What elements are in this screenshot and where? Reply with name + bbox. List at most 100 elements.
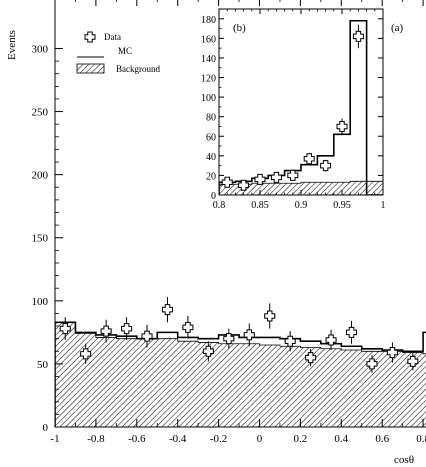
data-marker [243, 329, 255, 341]
data-marker [284, 335, 296, 347]
main-data-point [284, 331, 296, 352]
data-marker [305, 352, 317, 364]
inset-background-bar [317, 182, 334, 195]
main-background-bar [198, 342, 219, 427]
main-data-point [366, 355, 378, 373]
main-background-bar [279, 346, 301, 427]
data-marker [352, 30, 364, 42]
inset-data-point [238, 179, 250, 191]
inset-data-point [352, 24, 364, 49]
inset-y-tick-label: 20 [206, 171, 216, 182]
main-background-bar [95, 337, 117, 427]
main-data-point [120, 317, 133, 340]
main-y-axis-title: Events [6, 30, 18, 60]
main-background-bar [75, 333, 96, 427]
inset-background-bar [366, 181, 383, 195]
legend-mc-label: MC [118, 46, 132, 56]
inset-y-tick-label: 60 [206, 132, 216, 143]
main-data-point [243, 323, 255, 347]
inset-data-point [320, 159, 332, 172]
main-data-point [386, 342, 399, 363]
inset-x-tick-label: 1 [381, 200, 386, 211]
main-y-tick-label: 100 [32, 296, 49, 308]
main-background-bar [136, 338, 158, 427]
main-x-tick-label: -0.2 [210, 433, 227, 445]
main-background-bar [239, 343, 260, 427]
main-data-point [407, 352, 419, 371]
main-background-bar [177, 341, 199, 427]
data-marker [287, 169, 299, 181]
main-x-tick-label: 0.8 [416, 433, 426, 445]
inset-background-bar [251, 183, 269, 195]
inset-background-outline [219, 180, 383, 185]
data-marker [270, 171, 282, 183]
main-mc-line [55, 321, 426, 427]
main-data-point [202, 341, 214, 362]
main-background-bar [116, 338, 137, 427]
main-background-bar [259, 344, 280, 427]
main-data-point [223, 328, 235, 349]
data-marker [320, 160, 332, 172]
data-marker [407, 355, 419, 367]
data-marker [121, 323, 133, 335]
legend: Data MC Background [76, 31, 160, 74]
main-background-bar [361, 351, 383, 427]
legend-data-marker [84, 31, 96, 43]
data-marker [386, 347, 398, 359]
main-x-tick-label: -0.8 [87, 433, 105, 445]
main-x-axis-title: cosθ [394, 454, 414, 466]
main-data-point [161, 297, 174, 323]
inset-background-bar [301, 182, 318, 195]
main-x-tick-label: 0.4 [334, 433, 348, 445]
inset-data-point [270, 171, 282, 183]
inset-y-tick-label: 0 [211, 191, 216, 202]
main-data-point [305, 348, 317, 367]
inset-background-bar [284, 183, 301, 195]
data-marker [80, 348, 92, 360]
main-plot-area [55, 297, 426, 427]
data-marker [161, 304, 173, 316]
inset-data-point [254, 173, 266, 185]
main-plot: -1-0.8-0.6-0.4-0.200.20.40.60.8050100150… [6, 0, 426, 466]
main-background-bar [55, 322, 76, 427]
inset-background-bar [219, 184, 236, 195]
main-data-point [325, 329, 337, 351]
inset-data-point [336, 118, 348, 135]
main-x-tick-label: 0.6 [375, 433, 389, 445]
inset-y-tick-label: 120 [201, 74, 216, 85]
inset-data-point [303, 152, 315, 165]
data-marker [59, 323, 71, 335]
legend-background-label: Background [116, 64, 160, 74]
data-marker [182, 321, 194, 333]
panel-label-a: (a) [391, 22, 404, 34]
main-y-tick-label: 150 [32, 233, 49, 245]
main-data-point [80, 343, 92, 364]
inset-background-bar [333, 182, 351, 195]
data-marker [223, 333, 235, 345]
inset-x-tick-label: 0.85 [251, 200, 269, 211]
data-marker [366, 358, 378, 370]
main-data-point [345, 321, 358, 344]
inset-y-tick-label: 160 [201, 34, 216, 45]
main-x-tick-label: -1 [50, 433, 59, 445]
main-background-bar [218, 343, 240, 427]
inset-x-tick-label: 0.8 [213, 200, 226, 211]
main-x-tick-label: 0.2 [294, 433, 308, 445]
inset-y-tick-label: 180 [201, 15, 216, 26]
inset-y-tick-label: 140 [201, 54, 216, 65]
main-background-bar [300, 347, 321, 427]
main-background-bar [320, 348, 342, 427]
legend-background-swatch [76, 63, 105, 74]
main-data-point [182, 315, 194, 339]
main-data-point [100, 319, 112, 343]
inset-y-tick-label: 40 [206, 152, 216, 163]
inset-background-bar [268, 183, 285, 195]
inset-y-tick-label: 80 [206, 113, 216, 124]
data-marker [303, 153, 315, 165]
main-x-tick-label: -0.4 [169, 433, 187, 445]
inset-plot-area [219, 9, 383, 195]
main-background-bar [402, 352, 424, 427]
data-marker [238, 179, 250, 191]
main-data-point [59, 317, 71, 340]
